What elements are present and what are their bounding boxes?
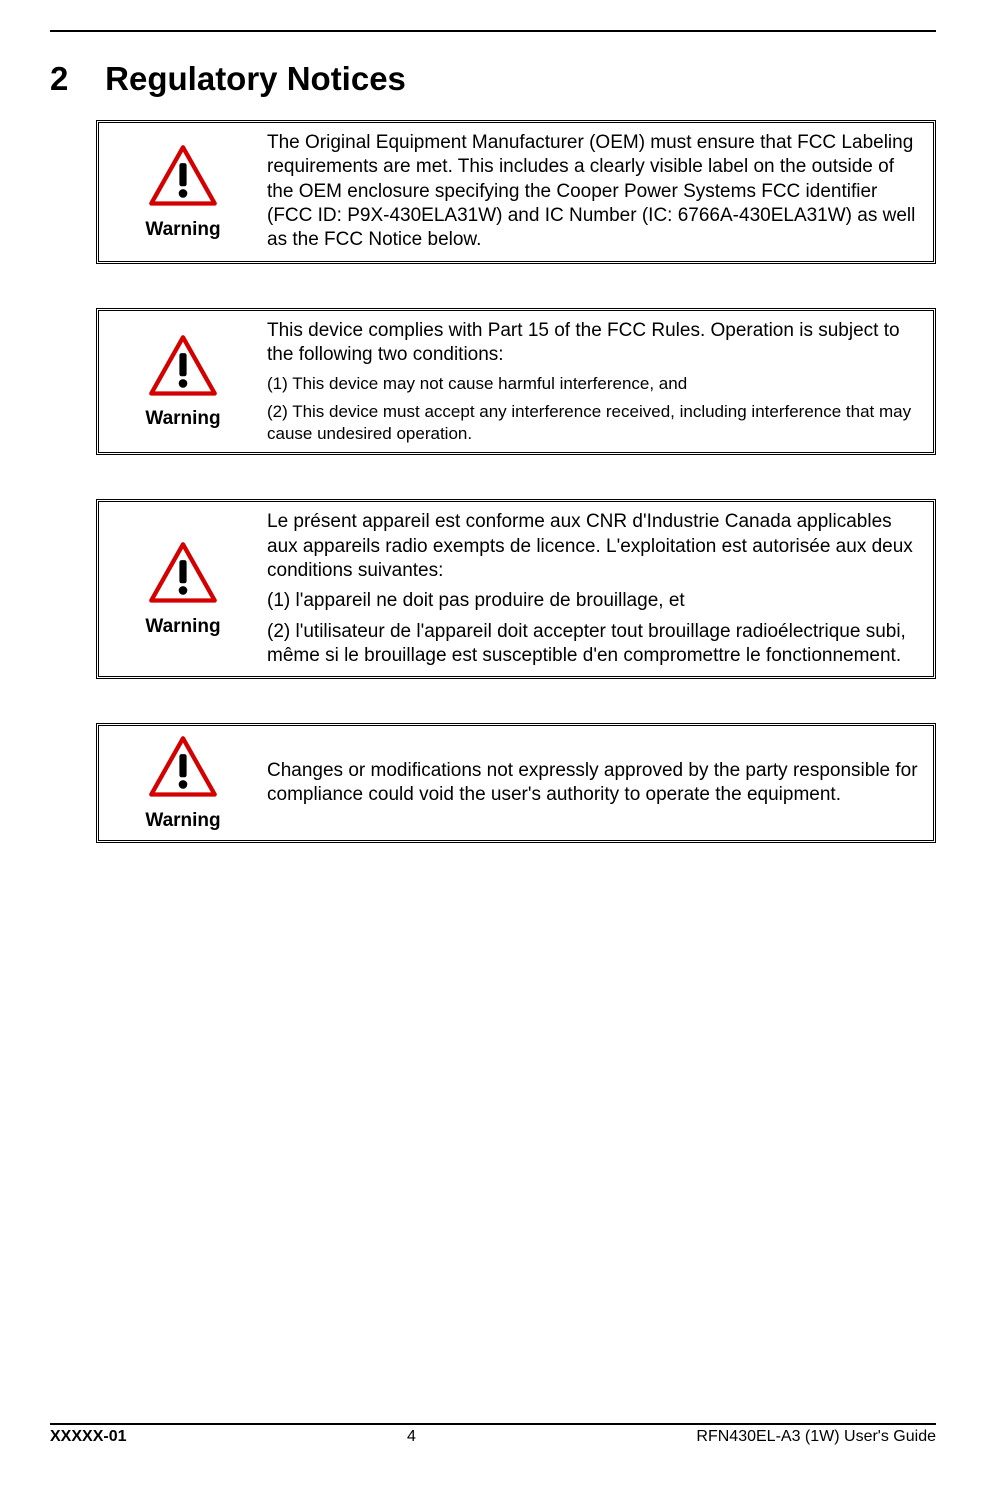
warning-paragraph: This device complies with Part 15 of the…: [267, 319, 925, 368]
warning-paragraph: (2) This device must accept any interfer…: [267, 401, 925, 445]
warning-row: Warning This device complies with Part 15…: [99, 311, 933, 453]
warning-label: Warning: [103, 810, 263, 832]
warning-paragraph: Changes or modifications not expressly a…: [267, 759, 925, 808]
page-footer: XXXXX-01 4 RFN430EL-A3 (1W) User's Guide: [50, 1423, 936, 1446]
warning-paragraph: The Original Equipment Manufacturer (OEM…: [267, 131, 925, 253]
warning-icon: [147, 540, 219, 605]
warning-left-cell: Warning: [99, 726, 267, 840]
warning-content: Changes or modifications not expressly a…: [267, 751, 933, 816]
warning-label: Warning: [103, 408, 263, 430]
warning-left-cell: Warning: [99, 135, 267, 249]
warning-icon: [147, 333, 219, 398]
footer-doc-id: XXXXX-01: [50, 1428, 126, 1446]
heading-title: Regulatory Notices: [105, 60, 406, 97]
document-page: 2 Regulatory Notices WarningThe Original…: [0, 0, 986, 1486]
warning-content: The Original Equipment Manufacturer (OEM…: [267, 123, 933, 261]
section-heading: 2 Regulatory Notices: [50, 60, 936, 98]
footer-doc-title: RFN430EL-A3 (1W) User's Guide: [696, 1428, 936, 1446]
warning-content: This device complies with Part 15 of the…: [267, 311, 933, 453]
warning-left-cell: Warning: [99, 325, 267, 439]
footer-row: XXXXX-01 4 RFN430EL-A3 (1W) User's Guide: [50, 1428, 936, 1446]
warnings-container: WarningThe Original Equipment Manufactur…: [50, 120, 936, 843]
warning-paragraph: (1) This device may not cause harmful in…: [267, 373, 925, 395]
warning-left-cell: Warning: [99, 532, 267, 646]
footer-rule: [50, 1423, 936, 1425]
warning-paragraph: Le présent appareil est conforme aux CNR…: [267, 510, 925, 583]
heading-number: 2: [50, 60, 96, 98]
warning-paragraph: (1) l'appareil ne doit pas produire de b…: [267, 589, 925, 613]
top-rule: [50, 30, 936, 32]
warning-box: Warning Le présent appareil est conforme …: [96, 499, 936, 679]
warning-box: WarningChanges or modifications not expr…: [96, 723, 936, 843]
warning-row: WarningThe Original Equipment Manufactur…: [99, 123, 933, 261]
warning-row: WarningChanges or modifications not expr…: [99, 726, 933, 840]
warning-row: Warning Le présent appareil est conforme …: [99, 502, 933, 676]
warning-icon: [147, 734, 219, 799]
footer-page-number: 4: [126, 1428, 696, 1446]
warning-label: Warning: [103, 616, 263, 638]
warning-box: WarningThe Original Equipment Manufactur…: [96, 120, 936, 264]
warning-icon: [147, 143, 219, 208]
warning-paragraph: (2) l'utilisateur de l'appareil doit acc…: [267, 620, 925, 669]
warning-content: Le présent appareil est conforme aux CNR…: [267, 502, 933, 676]
warning-box: Warning This device complies with Part 15…: [96, 308, 936, 456]
warning-label: Warning: [103, 219, 263, 241]
